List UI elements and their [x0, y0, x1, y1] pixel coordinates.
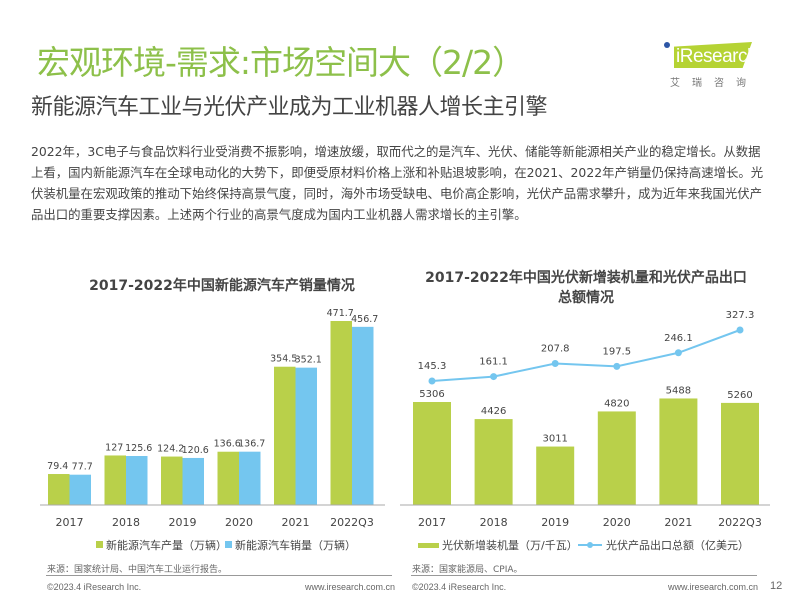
- ev-chart-svg: 2017-2022年中国新能源汽车产销量情况 79.4 77.7 127 125.6 1…: [40, 277, 385, 552]
- chart-title: 2017-2022年中国新能源汽车产销量情况: [89, 277, 355, 294]
- chart-title-line2: 总额情况: [558, 289, 614, 306]
- x-tick-label: 2018: [480, 516, 508, 529]
- data-label-sales: 125.6: [125, 443, 152, 454]
- data-label-sales: 352.1: [295, 355, 322, 366]
- point-export: [674, 349, 682, 357]
- page-title: 宏观环境-需求:市场空间大（2/2）: [37, 43, 525, 82]
- data-label-production: 471.7: [327, 308, 354, 319]
- x-tick-label: 2021: [664, 516, 692, 529]
- data-label-sales: 456.7: [351, 314, 378, 325]
- legend-swatch-installed: [418, 543, 439, 548]
- ev-chart: 2017-2022年中国新能源汽车产销量情况 79.4 77.7 127 125.6 1…: [30, 268, 400, 558]
- bar-installed: [659, 398, 698, 505]
- data-label-sales: 136.7: [238, 439, 265, 450]
- url-right[interactable]: www.iresearch.com.cn: [668, 582, 759, 592]
- line-export: [431, 329, 741, 382]
- data-label-installed: 5488: [666, 385, 691, 396]
- logo-brand-text: iResearch: [676, 46, 758, 67]
- legend-label-sales: 新能源汽车销量（万辆）: [235, 538, 356, 552]
- legend-label-export: 光伏产品出口总额（亿美元）: [606, 538, 749, 552]
- bar-production: [274, 366, 296, 505]
- divider-left: [46, 575, 392, 576]
- point-export: [551, 359, 559, 367]
- page-number: 12: [770, 580, 783, 592]
- x-tick-label: 2021: [282, 516, 310, 529]
- bar-installed: [413, 402, 451, 505]
- data-label-production: 124.2: [157, 444, 184, 455]
- data-label-export: 145.3: [418, 361, 447, 372]
- x-tick-label: 2022Q3: [330, 516, 374, 529]
- x-tick-label: 2018: [112, 516, 140, 529]
- point-export: [428, 377, 436, 385]
- data-label-production: 354.5: [270, 354, 297, 365]
- bar-sales: [295, 367, 317, 505]
- legend-label-production: 新能源汽车产量（万辆）: [106, 538, 227, 552]
- iresearch-logo: iResearch 艾瑞咨询: [662, 42, 754, 100]
- logo-badge: iResearch: [674, 42, 752, 68]
- point-export: [613, 362, 621, 370]
- data-label-export: 246.1: [664, 333, 693, 344]
- bar-sales: [182, 457, 204, 505]
- x-tick-label: 2022Q3: [718, 516, 762, 529]
- data-label-sales: 120.6: [182, 445, 209, 456]
- legend-marker-export: [587, 542, 593, 548]
- copyright-right: ©2023.4 iResearch Inc.: [412, 582, 507, 592]
- x-tick-label: 2020: [225, 516, 253, 529]
- bar-production: [330, 321, 352, 505]
- legend-swatch-sales: [225, 541, 232, 548]
- bar-sales: [352, 326, 374, 505]
- data-label-sales: 77.7: [72, 462, 93, 473]
- copyright-left: ©2023.4 iResearch Inc.: [47, 582, 142, 592]
- bar-installed: [474, 419, 513, 505]
- bar-installed: [597, 411, 636, 505]
- url-left[interactable]: www.iresearch.com.cn: [305, 582, 396, 592]
- data-label-installed: 5260: [727, 390, 752, 401]
- data-label-production: 79.4: [47, 461, 68, 472]
- logo-cn-text: 艾瑞咨询: [670, 78, 758, 89]
- bar-installed: [536, 446, 575, 505]
- bar-sales: [69, 474, 91, 505]
- x-tick-label: 2019: [169, 516, 197, 529]
- x-tick-label: 2017: [418, 516, 446, 529]
- data-label-production: 127: [105, 442, 123, 453]
- page-subtitle: 新能源汽车工业与光伏产业成为工业机器人增长主引擎: [31, 95, 548, 120]
- bar-production: [48, 474, 70, 505]
- x-tick-label: 2017: [56, 516, 84, 529]
- chart-title-line1: 2017-2022年中国光伏新增装机量和光伏产品出口: [425, 269, 747, 286]
- source-left: 来源：国家统计局、中国汽车工业运行报告。: [47, 565, 228, 575]
- data-label-export: 197.5: [602, 346, 631, 357]
- point-export: [490, 373, 498, 381]
- bar-production: [104, 455, 126, 505]
- legend-swatch-production: [96, 541, 103, 548]
- pv-chart-svg: 2017-2022年中国光伏新增装机量和光伏产品出口 总额情况 5306 4426…: [400, 269, 770, 552]
- data-label-installed: 3011: [542, 434, 567, 445]
- bar-production: [161, 456, 183, 505]
- data-label-installed: 4426: [481, 406, 506, 417]
- x-tick-label: 2019: [541, 516, 569, 529]
- divider-right: [411, 575, 757, 576]
- data-label-export: 207.8: [541, 343, 570, 354]
- bar-installed: [721, 402, 759, 505]
- data-label-production: 136.6: [214, 439, 241, 450]
- pv-chart: 2017-2022年中国光伏新增装机量和光伏产品出口 总额情况 5306 4426…: [400, 262, 790, 558]
- legend-label-installed: 光伏新增装机量（万/千瓦）: [442, 538, 578, 552]
- body-paragraph: 2022年，3C电子与食品饮料行业受消费不振影响，增速放缓，取而代之的是汽车、光…: [31, 144, 764, 222]
- bar-sales: [126, 456, 148, 505]
- bar-sales: [239, 451, 261, 505]
- source-right: 来源：国家能源局、CPIA。: [412, 565, 523, 575]
- logo-dot-icon: [664, 42, 670, 48]
- x-tick-label: 2020: [603, 516, 631, 529]
- data-label-installed: 4820: [604, 398, 629, 409]
- bar-production: [217, 451, 239, 505]
- data-label-export: 161.1: [479, 357, 508, 368]
- point-export: [736, 326, 744, 334]
- data-label-installed: 5306: [419, 389, 444, 400]
- data-label-export: 327.3: [726, 310, 755, 321]
